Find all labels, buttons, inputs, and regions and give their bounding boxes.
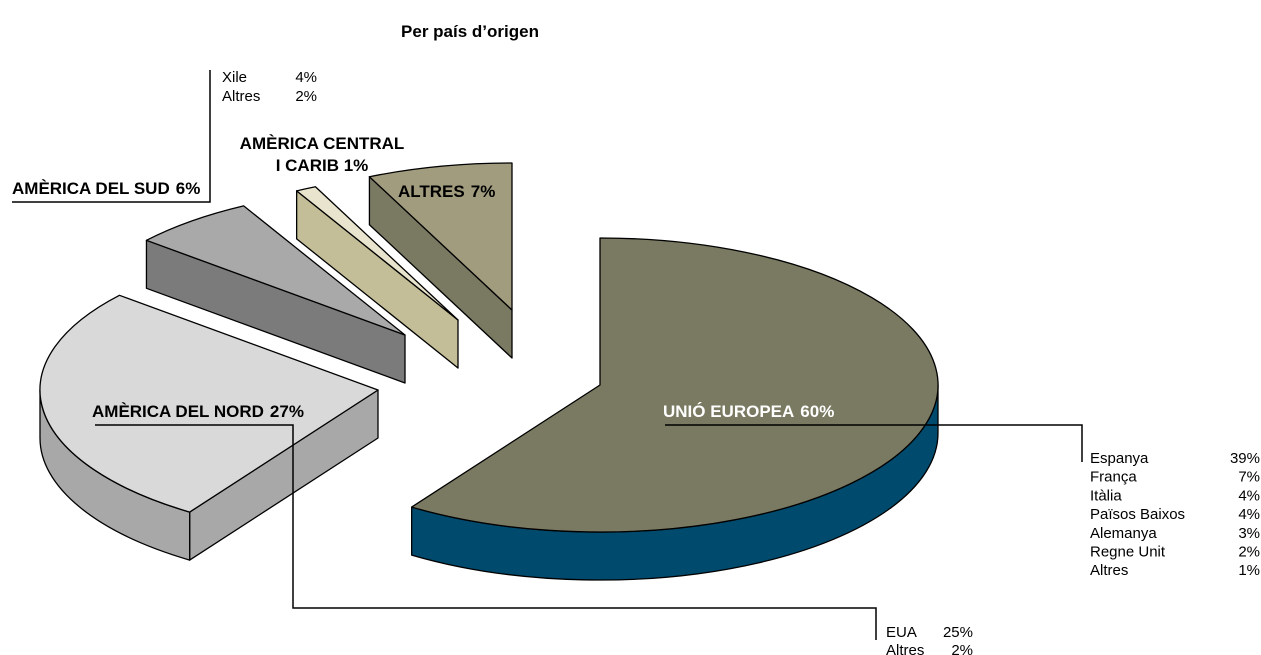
slice-value: 1% — [343, 156, 369, 175]
breakdown-name: EUA — [886, 624, 917, 641]
breakdown-name: Espanya — [1090, 450, 1149, 467]
breakdown-name: Altres — [1090, 562, 1128, 579]
breakdown-value: 4% — [1238, 487, 1260, 504]
slice-category: AMÈRICA CENTRAL I CARIB — [239, 134, 405, 175]
leader-line — [665, 424, 1083, 462]
slice-category: ALTRES — [398, 182, 465, 201]
breakdown-value: 4% — [1238, 506, 1260, 523]
breakdown-value: 3% — [1238, 525, 1260, 542]
slice-category: AMÈRICA DEL NORD — [92, 402, 264, 421]
breakdown-name: França — [1090, 469, 1137, 486]
slice-label: AMÈRICA DEL NORD 27% — [92, 402, 304, 421]
slice-label: AMÈRICA DEL SUD 6% — [12, 179, 200, 198]
slice-label: UNIÓ EUROPEA 60% — [663, 402, 834, 421]
slice-value: 7% — [471, 182, 496, 201]
leader-line — [95, 424, 877, 640]
breakdown-value: 1% — [1238, 562, 1260, 579]
slice-label: ALTRES 7% — [398, 182, 495, 201]
slice — [295, 186, 459, 321]
slice-label: AMÈRICA CENTRAL I CARIB 1% — [227, 133, 417, 177]
breakdown-name: Itàlia — [1090, 487, 1122, 504]
breakdown-value: 2% — [951, 642, 973, 655]
breakdown-value: 25% — [943, 624, 973, 641]
breakdown-value: 7% — [1238, 469, 1260, 486]
slice-value: 27% — [270, 402, 304, 421]
slice-value: 60% — [800, 402, 834, 421]
breakdown-value: 4% — [295, 69, 317, 86]
breakdown-value: 39% — [1230, 450, 1260, 467]
breakdown-name: Altres — [222, 88, 260, 105]
breakdown-name: Alemanya — [1090, 525, 1157, 542]
breakdown-name: Altres — [886, 642, 924, 655]
chart-title: Per país d’origen — [401, 22, 539, 41]
leader-line — [12, 70, 211, 203]
breakdown-name: Regne Unit — [1090, 544, 1166, 561]
slice-value: 6% — [176, 179, 201, 198]
slice — [145, 205, 406, 336]
slice-category: AMÈRICA DEL SUD — [12, 179, 170, 198]
slice — [368, 162, 513, 311]
slice-category: UNIÓ EUROPEA — [663, 402, 794, 421]
breakdown-name: Xile — [222, 69, 247, 86]
slice — [411, 237, 939, 533]
breakdown-value: 2% — [1238, 544, 1260, 561]
breakdown-name: Països Baixos — [1090, 506, 1185, 523]
breakdown-value: 2% — [295, 88, 317, 105]
slice — [39, 294, 379, 513]
slice-label: AMÈRICA CENTRAL I CARIB 1% — [227, 133, 417, 177]
